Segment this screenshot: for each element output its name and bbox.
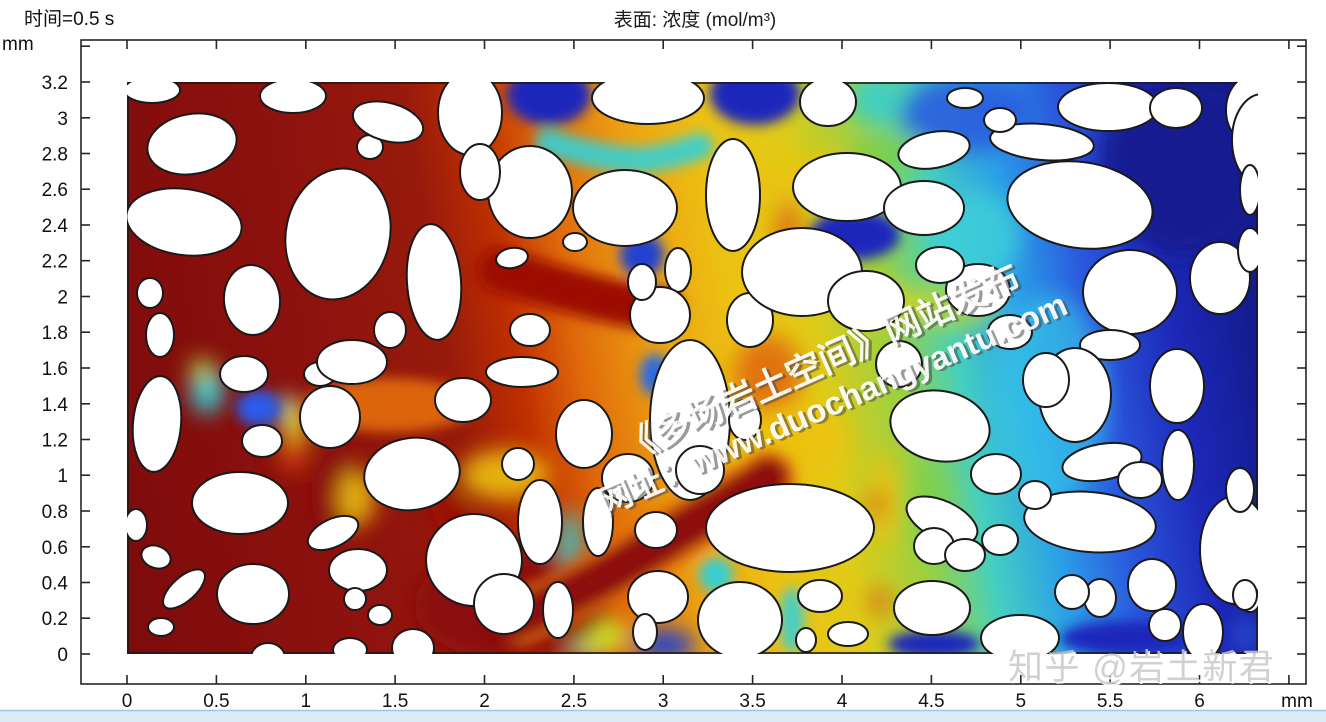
svg-text:3: 3 [57, 109, 68, 130]
svg-text:3: 3 [658, 691, 669, 712]
svg-text:0: 0 [57, 645, 68, 666]
svg-text:2.4: 2.4 [42, 216, 69, 237]
svg-text:知乎 @岩土新君: 知乎 @岩土新君 [1008, 648, 1275, 687]
svg-text:2.8: 2.8 [42, 145, 68, 166]
svg-text:0.6: 0.6 [42, 538, 68, 559]
svg-text:2.5: 2.5 [561, 691, 587, 712]
svg-text:5: 5 [1016, 691, 1027, 712]
svg-text:mm: mm [1281, 691, 1313, 712]
svg-text:6: 6 [1194, 691, 1205, 712]
svg-text:3.5: 3.5 [739, 691, 765, 712]
svg-text:2: 2 [479, 691, 490, 712]
svg-text:1.2: 1.2 [42, 431, 68, 452]
svg-text:3.2: 3.2 [42, 73, 68, 94]
svg-text:0.2: 0.2 [42, 609, 68, 630]
svg-text:1.4: 1.4 [42, 395, 69, 416]
svg-text:知乎 @岩土新君: 知乎 @岩土新君 [1010, 650, 1277, 689]
svg-text:时间=0.5 s: 时间=0.5 s [24, 8, 114, 30]
svg-text:表面: 浓度 (mol/m³): 表面: 浓度 (mol/m³) [614, 9, 777, 31]
svg-text:5.5: 5.5 [1097, 691, 1123, 712]
svg-text:4: 4 [837, 691, 848, 712]
svg-text:mm: mm [2, 34, 34, 55]
svg-text:0.4: 0.4 [42, 574, 69, 595]
svg-text:4.5: 4.5 [918, 691, 944, 712]
svg-text:0.5: 0.5 [203, 691, 229, 712]
svg-text:1: 1 [57, 466, 68, 487]
svg-text:1.5: 1.5 [382, 691, 408, 712]
svg-text:1.8: 1.8 [42, 323, 68, 344]
svg-text:1.6: 1.6 [42, 359, 68, 380]
svg-text:2.6: 2.6 [42, 180, 68, 201]
svg-text:0.8: 0.8 [42, 502, 68, 523]
svg-text:0: 0 [122, 691, 133, 712]
svg-text:1: 1 [301, 691, 312, 712]
svg-text:2: 2 [57, 288, 68, 309]
svg-text:2.2: 2.2 [42, 252, 68, 273]
